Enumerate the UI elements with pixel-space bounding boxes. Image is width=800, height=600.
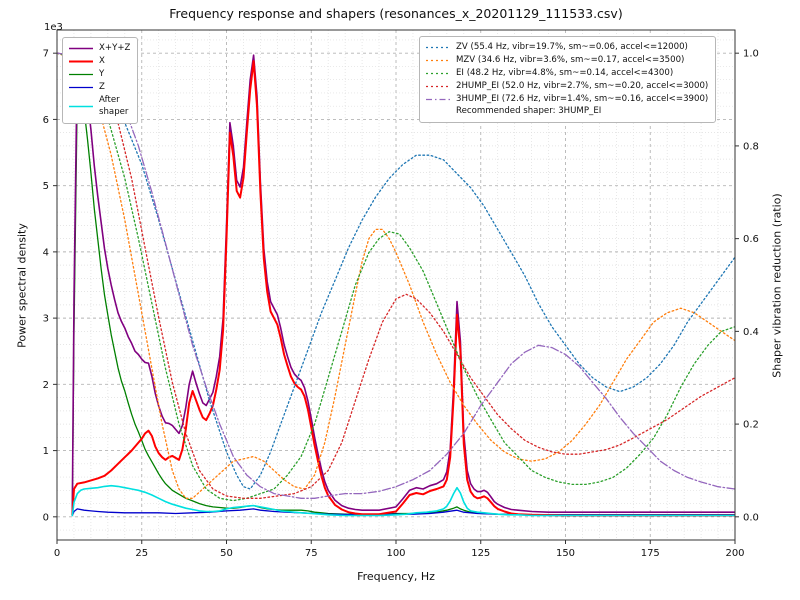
legend-item: EI (48.2 Hz, vibr=4.8%, sm~=0.14, accel<… <box>425 67 708 80</box>
x-tick-label: 125 <box>471 548 490 559</box>
x-tick-label: 150 <box>556 548 575 559</box>
legend-item: MZV (34.6 Hz, vibr=3.6%, sm~=0.17, accel… <box>425 54 708 67</box>
chart-title: Frequency response and shapers (resonanc… <box>169 6 623 21</box>
y-axis-left-label: Power spectral density <box>15 223 29 348</box>
series-2hump-ei <box>57 52 735 499</box>
y-right-tick-label: 0.2 <box>743 420 759 431</box>
legend-item-label: Y <box>99 68 105 79</box>
y-right-tick-label: 0.0 <box>743 512 759 523</box>
y-left-tick-label: 6 <box>43 115 49 126</box>
x-tick-label: 50 <box>220 548 233 559</box>
legend-item-label: X <box>99 55 105 66</box>
legend-line-sample-icon <box>69 60 93 63</box>
x-tick-label: 200 <box>725 548 744 559</box>
legend-line-sample-icon <box>426 72 450 74</box>
legend-item-label: 3HUMP_EI (72.6 Hz, vibr=1.4%, sm~=0.16, … <box>456 93 709 104</box>
legend-item: After shaper <box>68 94 130 120</box>
y-right-tick-label: 0.8 <box>743 141 759 152</box>
legend-item-label: ZV (55.4 Hz, vibr=19.7%, sm~=0.06, accel… <box>456 42 688 52</box>
y-left-tick-label: 2 <box>43 380 49 391</box>
legend-line-sample-icon <box>69 86 93 88</box>
y-left-tick-label: 4 <box>43 247 49 258</box>
legend-line-sample-icon <box>69 105 93 108</box>
x-tick-label: 0 <box>54 548 60 559</box>
series-zv <box>57 52 735 490</box>
legend-psd: X+Y+Z X Y Z After shaper <box>62 37 139 125</box>
x-tick-label: 75 <box>305 548 318 559</box>
y-left-tick-label: 1 <box>43 446 49 457</box>
series-mzv <box>57 52 735 499</box>
legend-item: 2HUMP_EI (52.0 Hz, vibr=2.7%, sm~=0.20, … <box>425 80 708 93</box>
legend-line-sample-icon <box>426 98 450 100</box>
legend-item-label: Z <box>99 81 105 92</box>
legend-line-sample-icon <box>69 73 93 75</box>
x-axis-label: Frequency, Hz <box>357 570 435 583</box>
series-x <box>71 60 735 517</box>
legend-item: 3HUMP_EI (72.6 Hz, vibr=1.4%, sm~=0.16, … <box>425 93 708 106</box>
legend-item: Z <box>68 81 130 94</box>
legend-line-sample-icon <box>426 59 450 61</box>
legend-item: Y <box>68 68 130 81</box>
series-after-shaper <box>71 484 735 517</box>
legend-line-sample-icon <box>426 85 450 87</box>
legend-item-label: EI (48.2 Hz, vibr=4.8%, sm~=0.14, accel<… <box>456 67 674 78</box>
legend-item-label: After shaper <box>99 94 129 118</box>
series-y <box>71 85 735 516</box>
y-left-tick-label: 7 <box>43 49 49 60</box>
y-axis-right-label: Shaper vibration reduction (ratio) <box>770 193 784 378</box>
legend-item-label: X+Y+Z <box>99 43 131 53</box>
x-tick-label: 25 <box>135 548 148 559</box>
y-right-tick-label: 0.4 <box>743 327 759 338</box>
series-ei <box>57 52 735 502</box>
series-z <box>71 508 735 517</box>
legend-item: ZV (55.4 Hz, vibr=19.7%, sm~=0.06, accel… <box>425 41 708 54</box>
legend-line-sample-icon <box>69 47 93 50</box>
legend-line-sample-icon <box>426 46 450 49</box>
y-left-tick-label: 3 <box>43 314 49 325</box>
legend-item-label: MZV (34.6 Hz, vibr=3.6%, sm~=0.17, accel… <box>456 54 685 65</box>
y-left-tick-label: 5 <box>43 181 49 192</box>
x-tick-label: 100 <box>386 548 405 559</box>
legend-item-label: 2HUMP_EI (52.0 Hz, vibr=2.7%, sm~=0.20, … <box>456 80 709 91</box>
y-right-tick-label: 0.6 <box>743 234 759 245</box>
y-right-tick-label: 1.0 <box>743 49 759 60</box>
x-tick-label: 175 <box>641 548 660 559</box>
y-left-tick-label: 0 <box>43 512 49 523</box>
legend-item: X+Y+Z <box>68 42 130 55</box>
legend-recommended-note: Recommended shaper: 3HUMP_EI <box>456 106 602 117</box>
series-3hump-ei <box>57 52 735 499</box>
legend-shapers: ZV (55.4 Hz, vibr=19.7%, sm~=0.06, accel… <box>419 36 717 124</box>
legend-item: X <box>68 55 130 68</box>
y-axis-offset-text: 1e3 <box>44 22 63 33</box>
